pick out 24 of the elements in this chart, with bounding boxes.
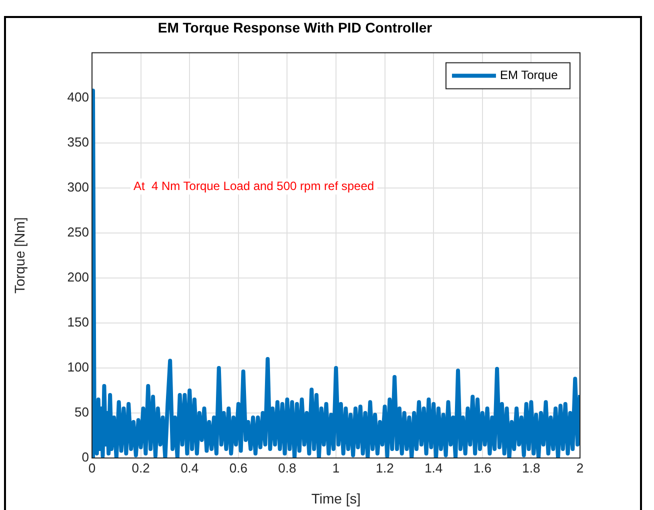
y-tick-label: 50 [74, 404, 89, 420]
y-tick-label: 150 [67, 314, 89, 330]
annotation: At 4 Nm Torque Load and 500 rpm ref speed [133, 178, 374, 193]
x-tick-label: 1.8 [522, 460, 540, 476]
x-tick-label: 0.2 [132, 460, 150, 476]
y-tick-label: 400 [67, 89, 89, 104]
y-tick-label: 350 [67, 134, 89, 150]
x-tick-label: 0.8 [278, 460, 296, 476]
legend-label: EM Torque [500, 68, 558, 82]
x-tick-label: 1.2 [376, 460, 394, 476]
y-tick-label: 200 [67, 269, 89, 284]
chart-title: EM Torque Response With PID Controller [158, 19, 433, 36]
x-tick-label: 0.6 [229, 460, 248, 476]
x-tick-label: 0.4 [180, 460, 199, 476]
y-tick-label: 0 [82, 450, 89, 465]
x-tick-label: 2 [576, 460, 584, 476]
x-tick-label: 1.4 [424, 460, 443, 476]
y-axis-title: Torque [Nm] [11, 217, 28, 294]
x-tick-label: 1.6 [473, 460, 492, 476]
x-tick-label: 1 [332, 460, 340, 476]
x-axis-title: Time [s] [311, 490, 361, 506]
y-tick-label: 300 [67, 179, 89, 194]
y-tick-label: 100 [67, 360, 89, 375]
y-tick-label: 250 [67, 224, 89, 240]
